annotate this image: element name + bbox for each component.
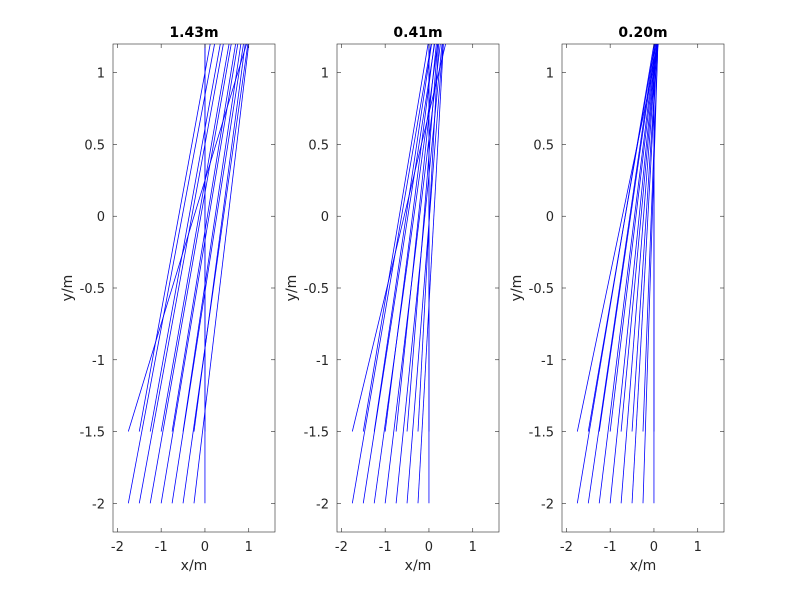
ray-line-7 (182, 44, 249, 504)
x-tick-label: -1 (379, 540, 392, 555)
ray-line-15 (193, 44, 246, 432)
x-tick-label: 1 (245, 540, 253, 555)
ray-line-13 (620, 44, 658, 432)
ray-line-4 (373, 44, 439, 504)
ray-line-14 (631, 44, 658, 432)
x-tick-label: 0 (201, 540, 209, 555)
y-tick-label: 0.5 (308, 138, 329, 153)
y-tick-label: -2 (316, 497, 329, 512)
y-tick-label: -2 (92, 497, 105, 512)
ray-lines (127, 44, 250, 504)
ray-line-14 (182, 44, 242, 432)
ray-line-13 (171, 44, 236, 432)
y-axis-label: y/m (60, 275, 76, 302)
ray-line-8 (417, 44, 444, 504)
y-tick-label: -1 (316, 354, 329, 369)
y-tick-label: -0.5 (529, 282, 554, 297)
ray-line-14 (406, 44, 439, 432)
ray-line-2 (127, 44, 215, 504)
ray-line-5 (609, 44, 657, 504)
y-tick-label: -1 (92, 354, 105, 369)
ray-line-11 (149, 44, 221, 432)
ray-line-10 (587, 44, 656, 432)
ray-line-11 (373, 44, 432, 432)
x-tick-label: -2 (335, 540, 348, 555)
x-tick-label: -2 (560, 540, 573, 555)
ray-line-7 (406, 44, 444, 504)
ray-line-6 (620, 44, 658, 504)
plot-area (113, 44, 275, 532)
ray-lines (351, 44, 446, 504)
y-axis-label: y/m (284, 275, 300, 302)
y-tick-label: -0.5 (80, 282, 105, 297)
subplot-1: -2 -1 0 1 -2 -1.5 -1 -0.5 0 0.5 1 1.43m x/m y/m (60, 25, 276, 574)
ray-lines (576, 44, 659, 504)
subplot-title: 0.20m (618, 25, 667, 41)
ray-line-3 (587, 44, 656, 504)
x-tick-label: 1 (694, 540, 702, 555)
y-tick-label: 1 (97, 67, 105, 82)
ray-line-8 (193, 44, 250, 504)
x-tick-label: 1 (469, 540, 477, 555)
y-tick-label: 0.5 (533, 138, 554, 153)
ray-line-4 (149, 44, 232, 504)
x-tick-label: -2 (111, 540, 124, 555)
ray-line-15 (642, 44, 659, 432)
subplot-title: 0.41m (393, 25, 442, 41)
ray-line-11 (598, 44, 657, 432)
y-tick-label: -0.5 (304, 282, 329, 297)
y-tick-label: -1 (541, 354, 554, 369)
x-tick-label: 0 (425, 540, 433, 555)
y-tick-label: 0 (546, 210, 554, 225)
ray-line-12 (609, 44, 657, 432)
x-tick-label: -1 (155, 540, 168, 555)
y-tick-label: 1 (321, 67, 329, 82)
y-tick-label: 0.5 (84, 138, 105, 153)
y-tick-label: 0 (97, 210, 105, 225)
ray-line-13 (395, 44, 437, 432)
y-tick-label: -2 (541, 497, 554, 512)
x-axis-label: x/m (181, 558, 208, 574)
ray-line-3 (138, 44, 224, 504)
ray-line-5 (160, 44, 239, 504)
y-tick-label: -1.5 (80, 426, 105, 441)
subplot-3: -2 -1 0 1 -2 -1.5 -1 -0.5 0 0.5 1 0.20m x/m y/m (509, 25, 725, 574)
x-axis-label: x/m (630, 558, 657, 574)
y-tick-label: -1.5 (529, 426, 554, 441)
ray-line-10 (138, 44, 211, 432)
x-tick-label: -1 (604, 540, 617, 555)
y-axis-label: y/m (509, 275, 525, 302)
ray-line-12 (384, 44, 435, 432)
ray-line-1 (576, 44, 659, 432)
ray-line-10 (362, 44, 429, 432)
y-tick-label: 1 (546, 67, 554, 82)
ray-line-2 (351, 44, 432, 504)
ray-line-8 (642, 44, 659, 504)
ray-line-4 (598, 44, 657, 504)
subplot-title: 1.43m (169, 25, 218, 41)
ray-line-7 (631, 44, 658, 504)
subplot-2: -2 -1 0 1 -2 -1.5 -1 -0.5 0 0.5 1 0.41m x/m y/m (284, 25, 500, 574)
ray-line-12 (160, 44, 230, 432)
y-tick-label: 0 (321, 210, 329, 225)
ray-line-15 (417, 44, 439, 432)
y-tick-label: -1.5 (304, 426, 329, 441)
x-tick-label: 0 (650, 540, 658, 555)
x-axis-label: x/m (405, 558, 432, 574)
